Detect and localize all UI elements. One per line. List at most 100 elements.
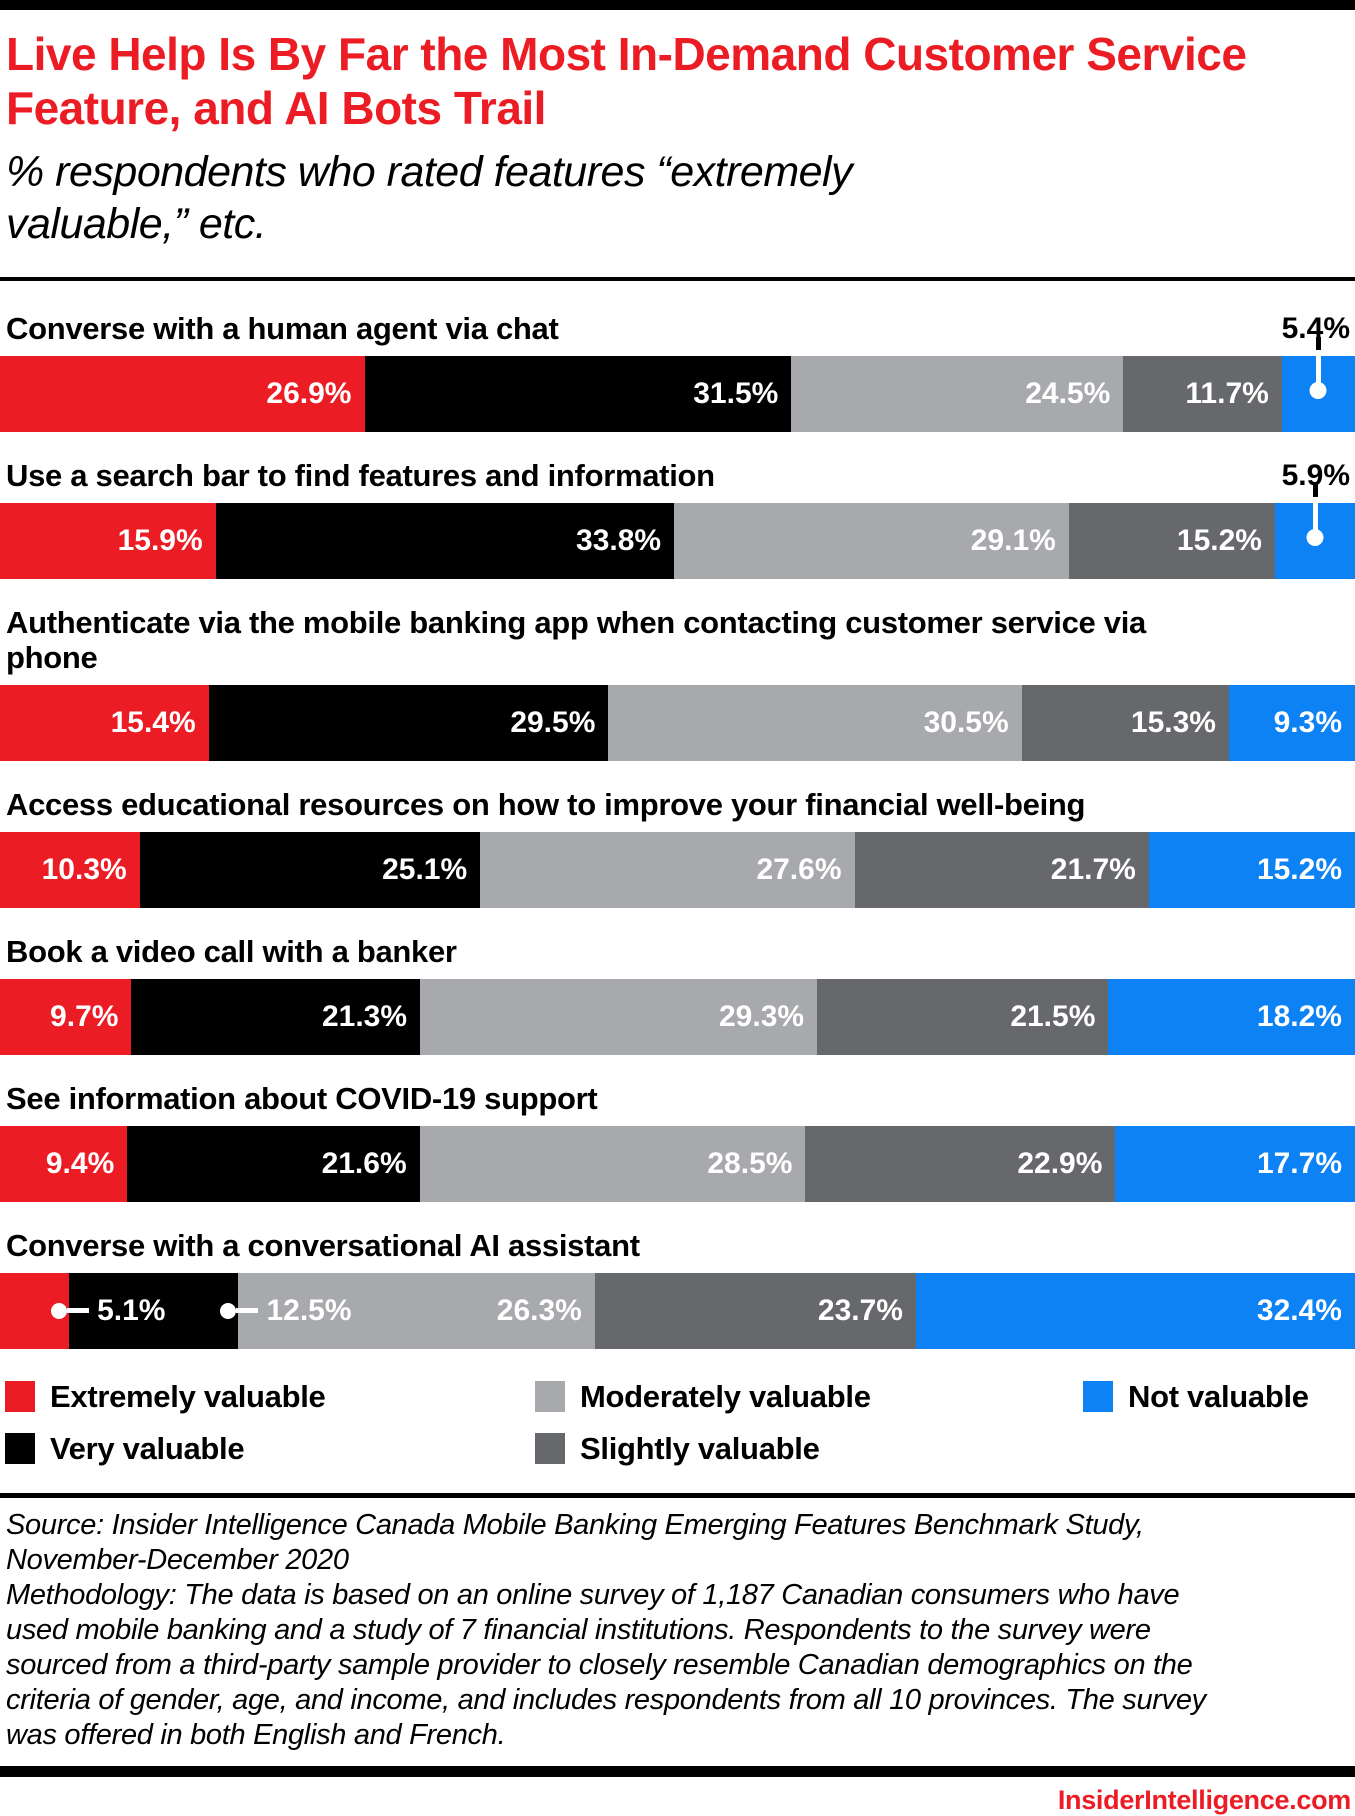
bar-row-label: Book a video call with a banker xyxy=(6,933,457,969)
bar-segment-slightly-valuable: 21.5% xyxy=(817,978,1109,1055)
bar-segment-value: 26.3% xyxy=(496,1293,582,1327)
bar-segment-value: 29.1% xyxy=(970,523,1056,557)
bar-segment-not-valuable: 9.3% xyxy=(1228,684,1355,761)
value-leader: 5.1% xyxy=(51,1294,165,1328)
bar-group: Book a video call with a banker 9.7% 21.3%… xyxy=(0,934,1355,1055)
callout-value: 5.4% xyxy=(1281,311,1350,345)
stacked-bar-chart: Converse with a human agent via chat 5.4%… xyxy=(0,311,1355,1349)
stacked-bar: 15.4% 29.5% 30.5% 15.3% 9.3% xyxy=(0,684,1355,761)
header-divider xyxy=(0,276,1355,281)
callout-leader xyxy=(1312,502,1318,533)
bar-segment-value: 15.4% xyxy=(110,705,196,739)
bar-segment-very-valuable: 29.5% xyxy=(208,684,609,761)
bar-segment-value: 32.4% xyxy=(1256,1293,1342,1327)
bar-segment-value: 9.4% xyxy=(45,1146,115,1180)
bar-segment-very-valuable xyxy=(69,1272,239,1349)
bar-row-label: See information about COVID-19 support xyxy=(6,1080,598,1116)
value-leader: 12.5% xyxy=(220,1294,352,1328)
bar-row-label: Authenticate via the mobile banking app … xyxy=(6,604,1146,675)
bar-segment-slightly-valuable: 22.9% xyxy=(805,1125,1116,1202)
bar-segment-very-valuable: 33.8% xyxy=(215,502,675,579)
stacked-bar: 9.7% 21.3% 29.3% 21.5% 18.2% xyxy=(0,978,1355,1055)
bar-segment-moderately-valuable: 29.3% xyxy=(420,978,818,1055)
bar-segment-slightly-valuable: 15.3% xyxy=(1021,684,1229,761)
bar-group-head: Access educational resources on how to i… xyxy=(0,787,1355,822)
leader-dot-icon xyxy=(220,1302,237,1319)
stacked-bar: 26.9% 31.5% 24.5% 11.7% xyxy=(0,336,1355,432)
bar-segment-value: 17.7% xyxy=(1256,1146,1343,1180)
source-note: Source: Insider Intelligence Canada Mobi… xyxy=(6,1508,1144,1576)
bar-segment-value: 29.5% xyxy=(510,705,596,739)
bar-segment-value: 23.7% xyxy=(817,1293,903,1327)
bar-segment-slightly-valuable: 15.2% xyxy=(1068,502,1275,579)
bar-segment-value: 33.8% xyxy=(576,523,662,557)
bar-segment-extremely-valuable: 9.4% xyxy=(0,1125,128,1202)
bar-group-head: Converse with a conversational AI assist… xyxy=(0,1228,1355,1263)
bar-segment-value: 5.1% xyxy=(97,1293,166,1327)
bar-segment-slightly-valuable: 11.7% xyxy=(1123,355,1282,432)
bar-group: Converse with a conversational AI assist… xyxy=(0,1228,1355,1349)
bar-segment-value: 21.5% xyxy=(1010,999,1096,1033)
legend-item-very-valuable: Very valuable xyxy=(5,1431,535,1467)
bar-segment-extremely-valuable: 9.7% xyxy=(0,978,132,1055)
legend-label: Slightly valuable xyxy=(580,1430,820,1466)
bar-segment-extremely-valuable: 26.9% xyxy=(0,355,365,432)
bar-segment-value: 15.9% xyxy=(117,523,203,557)
callout-tick xyxy=(1315,336,1321,350)
bar-group-head: Authenticate via the mobile banking app … xyxy=(0,605,1355,675)
bar-group: See information about COVID-19 support 9.… xyxy=(0,1081,1355,1202)
bar-segment-moderately-valuable: 29.1% xyxy=(674,502,1069,579)
bar-segment-slightly-valuable: 23.7% xyxy=(594,1272,916,1349)
bar-segment-value: 26.9% xyxy=(266,376,352,410)
bar-segment-value: 9.3% xyxy=(1273,705,1342,739)
leader-line xyxy=(67,1308,90,1314)
bar-segment-extremely-valuable: 15.9% xyxy=(0,502,216,579)
bottom-rule xyxy=(0,1765,1355,1777)
bar-group: Access educational resources on how to i… xyxy=(0,787,1355,908)
bar-segment-very-valuable: 31.5% xyxy=(364,355,792,432)
bar-segment-value: 30.5% xyxy=(923,705,1009,739)
leader-line xyxy=(236,1308,259,1314)
legend-item-extremely-valuable: Extremely valuable xyxy=(5,1379,535,1415)
stacked-bar: 15.9% 33.8% 29.1% 15.2% xyxy=(0,483,1355,579)
brand-link[interactable]: InsiderIntelligence.com xyxy=(1057,1784,1351,1815)
bar-segment-very-valuable: 21.3% xyxy=(131,978,421,1055)
legend: Extremely valuable Very valuable Moderatel… xyxy=(0,1379,1355,1467)
legend-item-slightly-valuable: Slightly valuable xyxy=(535,1431,1083,1467)
bar-group: Use a search bar to find features and in… xyxy=(0,458,1355,579)
footnotes: Source: Insider Intelligence Canada Mobi… xyxy=(0,1508,1355,1753)
bar-group-head: See information about COVID-19 support xyxy=(0,1081,1355,1116)
bar-segment-value: 27.6% xyxy=(756,852,842,886)
stacked-bar: 9.4% 21.6% 28.5% 22.9% 17.7% xyxy=(0,1125,1355,1202)
bar-segment-value: 25.1% xyxy=(382,852,468,886)
bar-segment-value: 21.6% xyxy=(321,1146,407,1180)
callout-tick xyxy=(1312,483,1318,497)
stacked-bar: 26.3% 23.7% 32.4% 5.1% 12.5% xyxy=(0,1272,1355,1349)
bar-row-label: Converse with a human agent via chat xyxy=(6,310,559,346)
legend-swatch-icon xyxy=(5,1433,35,1465)
bar-segment-not-valuable: 18.2% xyxy=(1108,978,1355,1055)
bar-segment-value: 10.3% xyxy=(41,852,127,886)
footer-divider xyxy=(0,1492,1355,1498)
bar-group-head: Use a search bar to find features and in… xyxy=(0,458,1355,493)
bar-segment-not-valuable: 15.2% xyxy=(1148,831,1355,908)
leader-dot-icon xyxy=(51,1302,68,1319)
bar-row-label: Access educational resources on how to i… xyxy=(6,786,1086,822)
bar-segment-value: 15.3% xyxy=(1130,705,1216,739)
bar-segment-not-valuable: 17.7% xyxy=(1115,1125,1355,1202)
bar-segment-extremely-valuable: 15.4% xyxy=(0,684,209,761)
bar-group: Converse with a human agent via chat 5.4%… xyxy=(0,311,1355,432)
bar-segment-value: 29.3% xyxy=(718,999,805,1033)
bar-segment-moderately-valuable: 27.6% xyxy=(480,831,855,908)
callout-leader xyxy=(1315,355,1321,386)
bar-segment-value: 15.2% xyxy=(1256,852,1343,886)
legend-swatch-icon xyxy=(535,1381,565,1413)
bar-segment-value: 22.9% xyxy=(1017,1146,1103,1180)
legend-item-moderately-valuable: Moderately valuable xyxy=(535,1379,1083,1415)
bar-segment-value: 18.2% xyxy=(1256,999,1342,1033)
bar-segment-value: 21.7% xyxy=(1050,852,1136,886)
bar-segment-value: 24.5% xyxy=(1025,376,1111,410)
legend-label: Moderately valuable xyxy=(580,1378,871,1414)
chart-title: Live Help Is By Far the Most In-Demand C… xyxy=(6,28,1247,134)
bar-segment-very-valuable: 21.6% xyxy=(127,1125,420,1202)
